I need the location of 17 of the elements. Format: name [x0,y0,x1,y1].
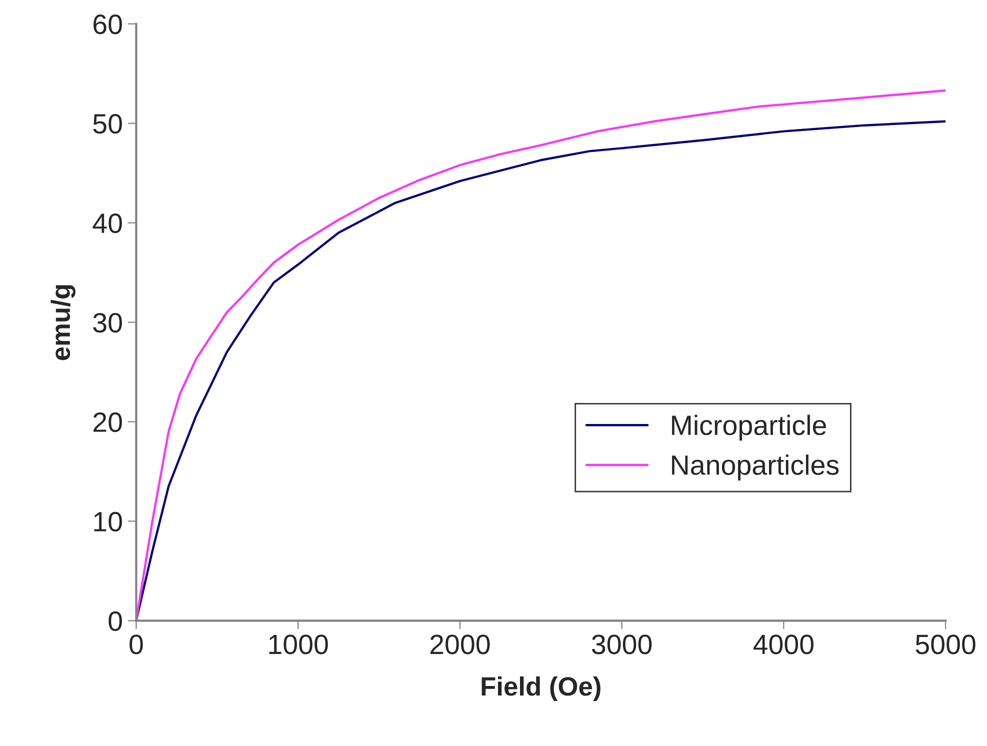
legend-label: Microparticle [672,414,826,441]
x-tick-label: 5000 [916,634,976,654]
x-tick-label: 3000 [592,634,652,654]
y-tick-label: 20 [94,412,122,432]
y-tick-label: 30 [93,312,122,333]
x-tick-label: 4000 [753,634,814,654]
y-tick-label: 60 [94,14,122,34]
y-tick-label: 0 [108,611,122,632]
x-tick-label: 0 [130,634,143,654]
x-tick-label: 2000 [430,634,490,654]
x-tick-label: 1000 [269,634,328,654]
y-tick-label: 10 [94,512,122,532]
x-axis-title: Field (Oe) [482,676,600,702]
y-tick-label: 40 [92,213,122,234]
y-tick-label: 50 [93,114,122,134]
legend-label: Nanoparticles [672,454,839,480]
y-axis-title: emu/g [50,285,76,360]
